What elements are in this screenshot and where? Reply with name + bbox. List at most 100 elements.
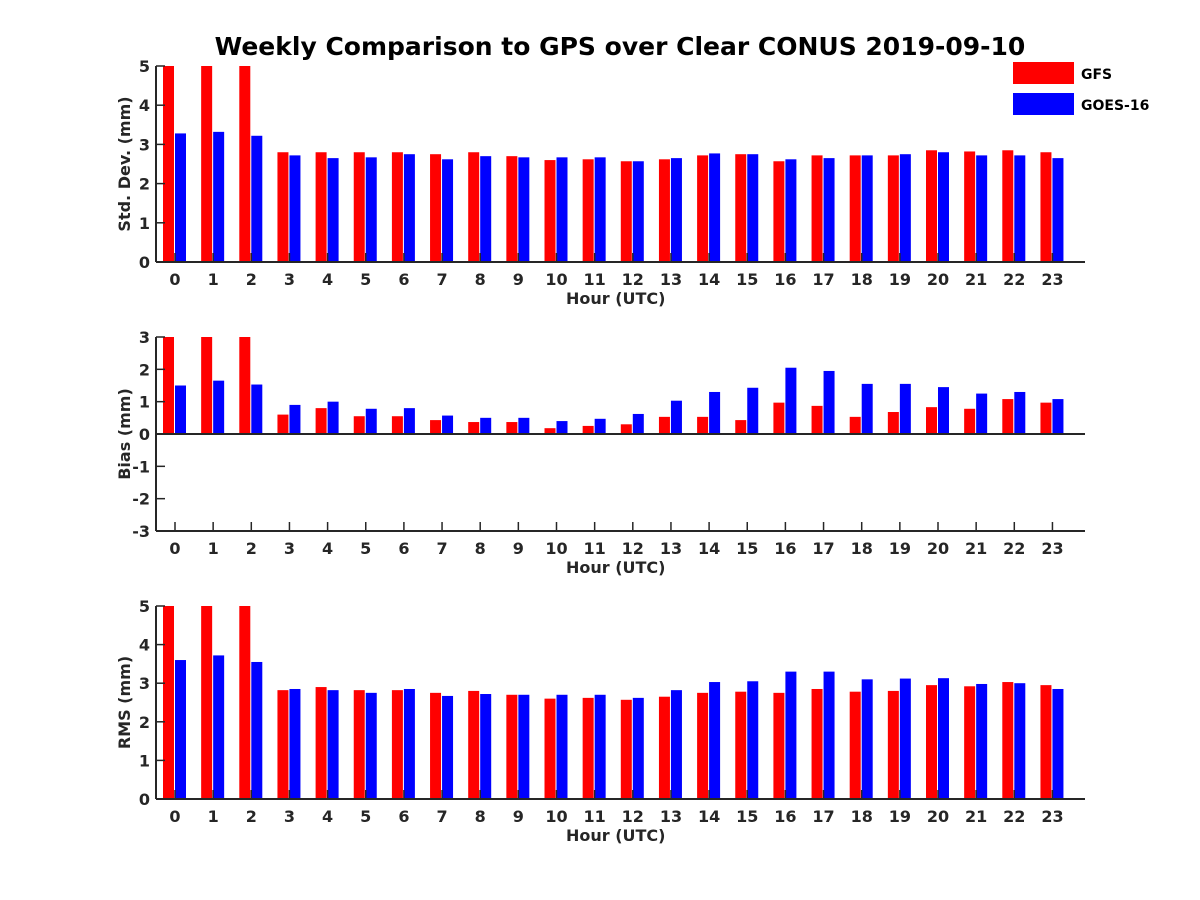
x-tick-label: 23 [1041, 807, 1063, 826]
bar-gfs-5 [353, 416, 365, 434]
bar-goes-16-6 [403, 154, 415, 262]
x-tick-label: 1 [208, 539, 219, 558]
bar-gfs-21 [964, 408, 976, 434]
bar-gfs-17 [811, 688, 823, 799]
x-tick-label: 6 [398, 807, 409, 826]
x-tick-label: 16 [774, 539, 796, 558]
bar-gfs-1 [201, 606, 213, 799]
bar-goes-16-22 [1014, 683, 1026, 799]
bar-goes-16-19 [899, 678, 911, 799]
bar-goes-16-18 [861, 383, 873, 434]
bar-goes-16-2 [251, 661, 263, 799]
bar-goes-16-9 [518, 157, 530, 262]
x-tick-label: 2 [246, 270, 257, 289]
bar-goes-16-7 [442, 159, 454, 262]
bar-goes-16-17 [823, 158, 835, 262]
y-tick-label: 4 [139, 636, 150, 655]
x-tick-label: 22 [1003, 270, 1025, 289]
x-tick-label: 10 [545, 539, 567, 558]
bar-gfs-12 [620, 161, 632, 262]
y-tick-label: -1 [132, 457, 150, 476]
legend-label-gfs: GFS [1081, 67, 1112, 83]
bar-goes-16-9 [518, 417, 530, 434]
bar-goes-16-23 [1052, 399, 1064, 434]
x-tick-label: 19 [889, 270, 911, 289]
y-tick-label: 0 [139, 425, 150, 444]
bar-gfs-16 [773, 161, 785, 262]
bar-gfs-12 [620, 424, 632, 434]
x-tick-label: 0 [169, 539, 180, 558]
bar-gfs-9 [506, 422, 518, 434]
bar-goes-16-12 [632, 413, 644, 434]
x-tick-label: 10 [545, 807, 567, 826]
x-tick-label: 23 [1041, 539, 1063, 558]
bar-gfs-14 [697, 416, 709, 434]
bar-gfs-19 [887, 155, 899, 262]
bar-gfs-7 [430, 420, 442, 434]
y-tick-label: -2 [132, 490, 150, 509]
x-tick-label: 7 [436, 539, 447, 558]
bar-gfs-4 [315, 687, 327, 799]
bar-goes-16-1 [213, 380, 225, 434]
x-tick-label: 20 [927, 807, 949, 826]
bar-gfs-23 [1040, 402, 1052, 434]
x-tick-label: 1 [208, 807, 219, 826]
x-tick-label: 0 [169, 807, 180, 826]
bar-gfs-1 [201, 337, 213, 434]
bar-goes-16-20 [938, 152, 949, 262]
bar-gfs-3 [277, 152, 289, 262]
bar-goes-16-10 [556, 157, 568, 262]
bar-gfs-4 [315, 152, 327, 262]
bar-goes-16-12 [632, 161, 644, 262]
x-tick-label: 14 [698, 807, 720, 826]
bar-gfs-23 [1040, 152, 1052, 262]
x-axis-label: Hour (UTC) [566, 826, 666, 845]
bar-gfs-3 [277, 414, 289, 434]
x-tick-label: 18 [851, 539, 873, 558]
y-axis-label: RMS (mm) [115, 656, 134, 749]
x-tick-label: 21 [965, 807, 987, 826]
x-axis-label: Hour (UTC) [566, 558, 666, 577]
legend-swatch-goes-16 [1013, 93, 1074, 115]
bar-goes-16-21 [976, 155, 988, 262]
bar-gfs-6 [391, 690, 403, 799]
x-tick-label: 12 [622, 539, 644, 558]
bar-gfs-15 [735, 691, 747, 799]
y-tick-label: 3 [139, 135, 150, 154]
x-tick-label: 13 [660, 270, 682, 289]
bar-gfs-1 [201, 66, 213, 262]
bar-goes-16-8 [480, 694, 492, 799]
bar-gfs-11 [582, 159, 594, 262]
y-tick-label: 5 [139, 57, 150, 76]
x-tick-label: 2 [246, 539, 257, 558]
x-tick-label: 18 [851, 270, 873, 289]
bar-gfs-7 [430, 154, 442, 262]
bar-gfs-15 [735, 154, 747, 262]
bar-goes-16-16 [785, 159, 797, 262]
bar-goes-16-7 [442, 695, 454, 799]
bar-goes-16-15 [747, 154, 759, 262]
bar-gfs-8 [468, 422, 480, 434]
x-tick-label: 17 [812, 807, 834, 826]
bar-gfs-20 [926, 685, 937, 799]
bar-gfs-22 [1002, 399, 1014, 434]
bar-goes-16-8 [480, 156, 492, 262]
bar-goes-16-23 [1052, 158, 1064, 262]
y-tick-label: -3 [132, 522, 150, 541]
x-tick-label: 11 [584, 539, 606, 558]
x-tick-label: 5 [360, 539, 371, 558]
bar-goes-16-1 [213, 655, 225, 799]
y-tick-label: 3 [139, 328, 150, 347]
bar-goes-16-13 [670, 158, 682, 262]
bar-goes-16-4 [327, 158, 339, 262]
bar-gfs-23 [1040, 685, 1052, 799]
bar-goes-16-19 [899, 154, 911, 262]
x-tick-label: 19 [889, 539, 911, 558]
bar-goes-16-2 [251, 384, 263, 434]
bar-goes-16-7 [442, 415, 454, 434]
y-tick-label: 4 [139, 96, 150, 115]
